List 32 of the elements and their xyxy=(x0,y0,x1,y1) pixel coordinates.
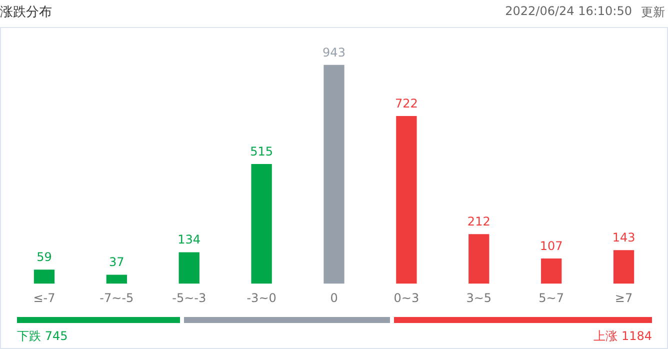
chart-subtitle: 2022/06/24 16:10:50 xyxy=(505,4,632,18)
x-tick-label: 3~5 xyxy=(466,290,492,305)
data-label: 107 xyxy=(540,238,563,253)
x-tick-label: 0 xyxy=(330,290,338,305)
x-tick-label: 5~7 xyxy=(538,290,564,305)
text: 上涨 1184 xyxy=(594,328,652,345)
bar xyxy=(34,270,55,284)
x-tick-label: -7~-5 xyxy=(100,290,134,305)
x-tick-label: ≥7 xyxy=(614,290,633,305)
text: 更新 xyxy=(641,4,665,21)
x-tick-label: 0~3 xyxy=(394,290,420,305)
data-label: 722 xyxy=(394,96,418,111)
bar xyxy=(613,250,634,284)
bar xyxy=(251,164,272,284)
data-label: 143 xyxy=(612,230,636,245)
x-tick-label: ≤-7 xyxy=(33,290,56,305)
bar xyxy=(541,258,562,284)
data-label: 212 xyxy=(467,214,490,229)
data-label: 37 xyxy=(109,255,124,270)
x-tick-label: -3~0 xyxy=(246,290,276,305)
bar xyxy=(324,64,344,284)
x-tick-label: -5~-3 xyxy=(172,290,206,305)
bar xyxy=(396,116,417,284)
bar xyxy=(468,234,490,284)
bar xyxy=(106,274,127,284)
data-label: 59 xyxy=(36,250,52,264)
data-label: 134 xyxy=(178,232,201,247)
bar xyxy=(178,252,200,284)
data-label: 943 xyxy=(322,45,346,60)
text: 下跌 745 xyxy=(17,328,68,345)
chart-title: 涨跌分布 xyxy=(0,4,52,21)
data-label: 515 xyxy=(250,144,274,158)
